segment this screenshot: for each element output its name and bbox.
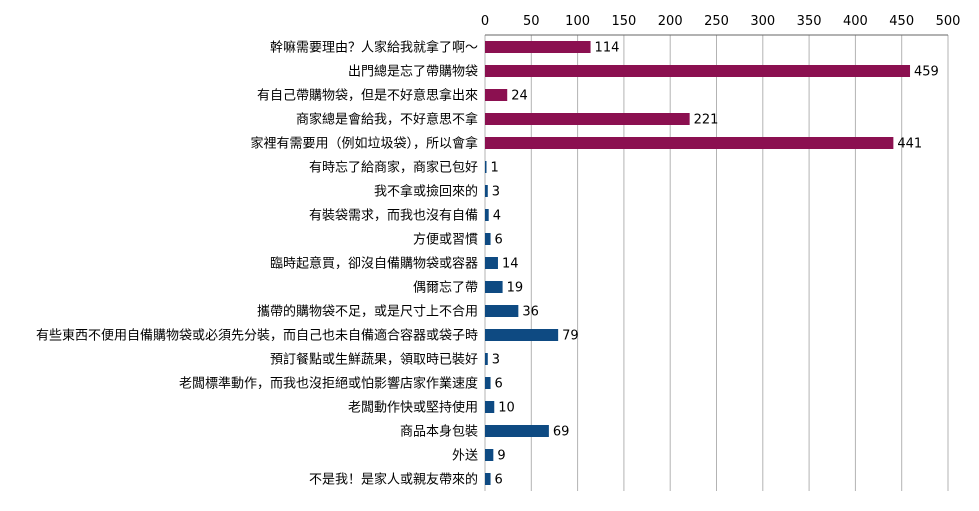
bar — [485, 257, 498, 269]
bar — [485, 305, 519, 317]
category-label: 方便或習慣 — [413, 232, 478, 248]
category-label: 我不拿或撿回來的 — [374, 184, 478, 200]
x-tick-label: 100 — [565, 14, 590, 29]
gridlines — [484, 35, 949, 491]
value-label: 6 — [495, 473, 503, 488]
category-label: 有些東西不便用自備購物袋或必須先分裝，而自己也未自備適合容器或袋子時 — [36, 328, 478, 344]
category-labels: 幹嘛需要理由？人家給我就拿了啊～ 出門總是忘了帶購物袋有自己帶購物袋，但是不好意思… — [36, 40, 478, 488]
category-label: 老闆動作快或堅持使用 — [348, 400, 478, 416]
category-label: 預訂餐點或生鮮蔬果，領取時已裝好 — [270, 352, 478, 368]
x-tick-label: 450 — [889, 14, 914, 29]
x-tick-label: 250 — [704, 14, 729, 29]
category-label: 幹嘛需要理由？人家給我就拿了啊～ — [270, 40, 478, 56]
x-tick-label: 400 — [843, 14, 868, 29]
bar — [485, 161, 487, 173]
bar — [485, 425, 549, 437]
bar — [485, 329, 559, 341]
value-label: 79 — [562, 329, 579, 344]
category-label: 臨時起意買，卻沒自備購物袋或容器 — [270, 256, 478, 272]
value-label: 69 — [553, 425, 570, 440]
bar — [485, 353, 488, 365]
value-label: 4 — [493, 209, 501, 224]
category-label: 老闆標準動作，而我也沒拒絕或怕影響店家作業速度 — [179, 376, 478, 392]
category-label: 家裡有需要用（例如垃圾袋），所以會拿 — [250, 136, 478, 152]
value-label: 441 — [897, 137, 922, 152]
category-label: 外送 — [452, 449, 478, 464]
value-label: 6 — [495, 233, 503, 248]
x-tick-label: 350 — [797, 14, 822, 29]
bar — [485, 65, 911, 77]
value-label: 114 — [595, 41, 620, 56]
value-label: 1 — [491, 161, 499, 176]
value-label: 221 — [694, 113, 719, 128]
bar — [485, 233, 491, 245]
bar — [485, 473, 491, 485]
x-tick-label: 300 — [750, 14, 775, 29]
value-label: 19 — [507, 281, 524, 296]
value-label: 3 — [492, 185, 500, 200]
bar — [485, 377, 491, 389]
value-label: 459 — [914, 65, 939, 80]
value-label: 36 — [522, 305, 539, 320]
bar — [485, 449, 494, 461]
category-label: 偶爾忘了帶 — [413, 281, 478, 296]
bar — [485, 185, 488, 197]
x-tick-label: 0 — [481, 14, 489, 29]
x-axis: 0 50 100 150 200 250 300 350 400 450 500 — [481, 14, 961, 36]
bar — [485, 401, 495, 413]
category-label: 有自己帶購物袋，但是不好意思拿出來 — [257, 88, 478, 104]
value-label: 10 — [498, 401, 515, 416]
category-label: 商品本身包裝 — [400, 424, 478, 440]
bar — [485, 209, 489, 221]
bar — [485, 281, 503, 293]
category-label: 攜帶的購物袋不足，或是尺寸上不合用 — [257, 304, 478, 320]
x-tick-label: 150 — [611, 14, 636, 29]
bar — [485, 113, 690, 125]
bar — [485, 89, 508, 101]
category-label: 有裝袋需求，而我也沒有自備 — [309, 208, 478, 224]
value-label: 3 — [492, 353, 500, 368]
x-tick-label: 500 — [936, 14, 961, 29]
category-label: 有時忘了給商家，商家已包好 — [309, 160, 478, 176]
value-label: 24 — [511, 89, 528, 104]
value-label: 9 — [497, 449, 505, 464]
x-tick-label: 200 — [658, 14, 683, 29]
value-label: 6 — [495, 377, 503, 392]
bar — [485, 41, 591, 53]
category-label: 出門總是忘了帶購物袋 — [348, 64, 478, 80]
category-label: 不是我！是家人或親友帶來的 — [309, 472, 478, 488]
x-tick-label: 50 — [523, 14, 540, 29]
bars — [485, 41, 911, 485]
category-label: 商家總是會給我，不好意思不拿 — [296, 112, 478, 128]
bar — [485, 137, 894, 149]
value-label: 14 — [502, 257, 519, 272]
